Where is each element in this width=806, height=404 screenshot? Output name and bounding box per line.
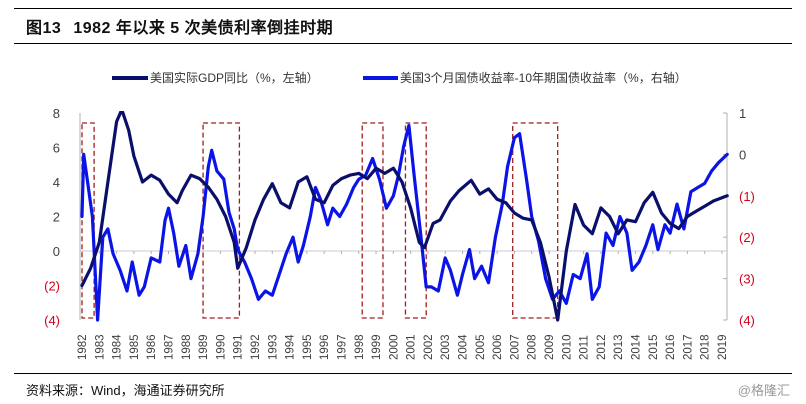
figure-title-text: 1982 年以来 5 次美债利率倒挂时期 bbox=[73, 20, 334, 37]
tick-labels: 8 6 4 2 0 (2) (4) 1 0 (1) (2) (3) (4) 1982 1983 1984 198… bbox=[44, 106, 755, 360]
source-note: 资料来源：Wind，海通证券研究所 bbox=[26, 383, 225, 398]
left-axis-tick-label: (4) bbox=[44, 313, 60, 328]
x-axis-tick-label: 2013 bbox=[613, 334, 625, 360]
inversion-period-box bbox=[81, 122, 95, 319]
x-axis-tick-label: 2015 bbox=[648, 334, 660, 360]
right-axis-tick-label: 1 bbox=[739, 106, 746, 121]
watermark: @格隆汇 bbox=[737, 383, 790, 398]
inversion-boxes bbox=[81, 122, 559, 319]
left-axis-tick-label: 0 bbox=[53, 244, 60, 259]
x-axis-tick-label: 2016 bbox=[665, 334, 677, 360]
top-rule bbox=[14, 8, 792, 9]
right-axis-tick-label: (1) bbox=[739, 189, 755, 204]
x-axis-tick-label: 1999 bbox=[371, 334, 383, 360]
x-axis-tick-label: 1987 bbox=[164, 334, 176, 360]
x-axis-tick-label: 2012 bbox=[596, 334, 608, 360]
x-axis-tick-label: 1998 bbox=[354, 334, 366, 360]
figure-number: 图13 bbox=[26, 20, 62, 37]
x-axis-tick-label: 1992 bbox=[250, 334, 262, 360]
left-axis-tick-label: 4 bbox=[53, 175, 60, 190]
x-axis-tick-label: 1993 bbox=[267, 334, 279, 360]
x-axis-tick-label: 2002 bbox=[423, 334, 435, 360]
x-axis-tick-label: 1988 bbox=[181, 334, 193, 360]
x-axis-tick-label: 2019 bbox=[717, 334, 729, 360]
series-lines bbox=[80, 111, 729, 322]
gdp-series-line bbox=[80, 111, 729, 322]
x-axis-tick-label: 2011 bbox=[579, 335, 591, 360]
inversion-period-box bbox=[361, 122, 384, 319]
right-axis-tick-label: 0 bbox=[739, 147, 746, 162]
legend-label-spread: 美国3个月国债收益率-10年期国债收益率（%，右轴） bbox=[400, 70, 687, 85]
inversion-period-box bbox=[404, 122, 427, 319]
right-axis-tick-label: (2) bbox=[739, 230, 755, 245]
left-axis-tick-label: 2 bbox=[53, 210, 60, 225]
x-axis-tick-label: 1989 bbox=[198, 334, 210, 360]
figure-title: 图13 1982 年以来 5 次美债利率倒挂时期 bbox=[26, 14, 333, 38]
x-axis-tick-label: 1984 bbox=[112, 334, 124, 360]
x-axis-tick-label: 1983 bbox=[94, 334, 106, 360]
left-axis-tick-label: (2) bbox=[44, 279, 60, 294]
x-axis-tick-label: 2017 bbox=[682, 334, 694, 360]
x-axis-tick-label: 2007 bbox=[509, 334, 521, 360]
x-axis-tick-label: 1986 bbox=[146, 334, 158, 360]
inversion-period-box bbox=[202, 122, 241, 319]
x-axis-tick-label: 1990 bbox=[215, 334, 227, 360]
x-axis-tick-label: 1991 bbox=[233, 334, 245, 360]
x-axis-tick-label: 1994 bbox=[285, 334, 297, 360]
x-axis-tick-label: 1995 bbox=[302, 334, 314, 360]
x-axis-tick-label: 2005 bbox=[475, 334, 487, 360]
x-axis-tick-label: 2018 bbox=[700, 334, 712, 360]
right-axis-tick-label: (4) bbox=[739, 313, 755, 328]
x-axis-tick-label: 1996 bbox=[319, 334, 331, 360]
right-axis-tick-label: (3) bbox=[739, 272, 755, 287]
legend: 美国实际GDP同比（%，左轴） 美国3个月国债收益率-10年期国债收益率（%，右… bbox=[112, 70, 687, 85]
x-axis-tick-label: 1997 bbox=[337, 334, 349, 360]
title-rule bbox=[14, 43, 792, 44]
x-axis-tick-label: 2001 bbox=[406, 334, 418, 360]
x-axis-tick-label: 1985 bbox=[129, 334, 141, 360]
x-axis-tick-label: 1982 bbox=[77, 334, 89, 360]
x-axis-tick-label: 2000 bbox=[388, 334, 400, 360]
chart: 美国实际GDP同比（%，左轴） 美国3个月国债收益率-10年期国债收益率（%，右… bbox=[44, 70, 755, 360]
left-axis-tick-label: 8 bbox=[53, 106, 60, 121]
spread-series-line bbox=[80, 123, 729, 322]
legend-label-gdp: 美国实际GDP同比（%，左轴） bbox=[150, 70, 319, 85]
x-axis-tick-label: 2004 bbox=[458, 334, 470, 360]
x-axis-tick-label: 2008 bbox=[527, 334, 539, 360]
x-axis-tick-label: 2009 bbox=[544, 334, 556, 360]
x-axis-tick-label: 2003 bbox=[440, 334, 452, 360]
left-axis-tick-label: 6 bbox=[53, 141, 60, 156]
x-axis-tick-label: 2010 bbox=[561, 334, 573, 360]
x-axis-tick-label: 2014 bbox=[631, 334, 643, 360]
x-axis-tick-label: 2006 bbox=[492, 334, 504, 360]
footer-rule bbox=[14, 373, 792, 374]
